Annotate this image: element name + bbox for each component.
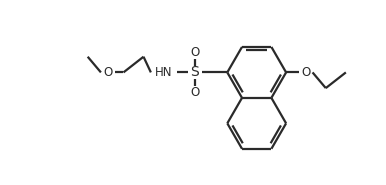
Text: S: S [191,65,199,79]
Text: HN: HN [155,66,173,79]
Text: O: O [103,66,112,79]
Text: O: O [190,85,200,98]
Text: O: O [301,66,310,79]
Text: O: O [190,46,200,59]
